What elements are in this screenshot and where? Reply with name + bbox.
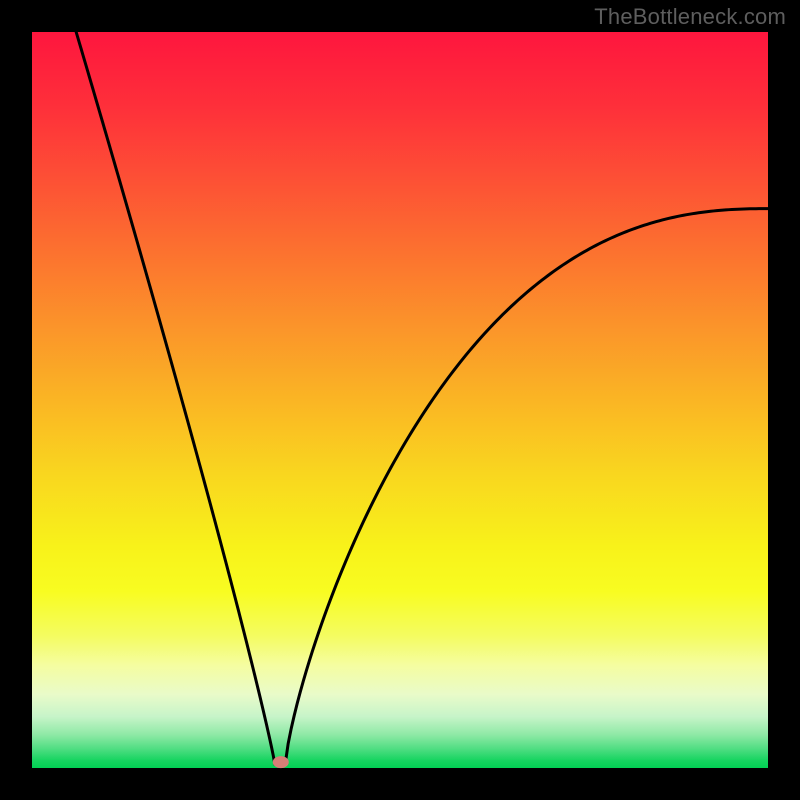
watermark-text: TheBottleneck.com: [594, 4, 786, 30]
chart-svg: [0, 0, 800, 800]
chart-stage: TheBottleneck.com: [0, 0, 800, 800]
chart-plot-area: [32, 32, 768, 768]
minimum-marker: [273, 756, 289, 768]
